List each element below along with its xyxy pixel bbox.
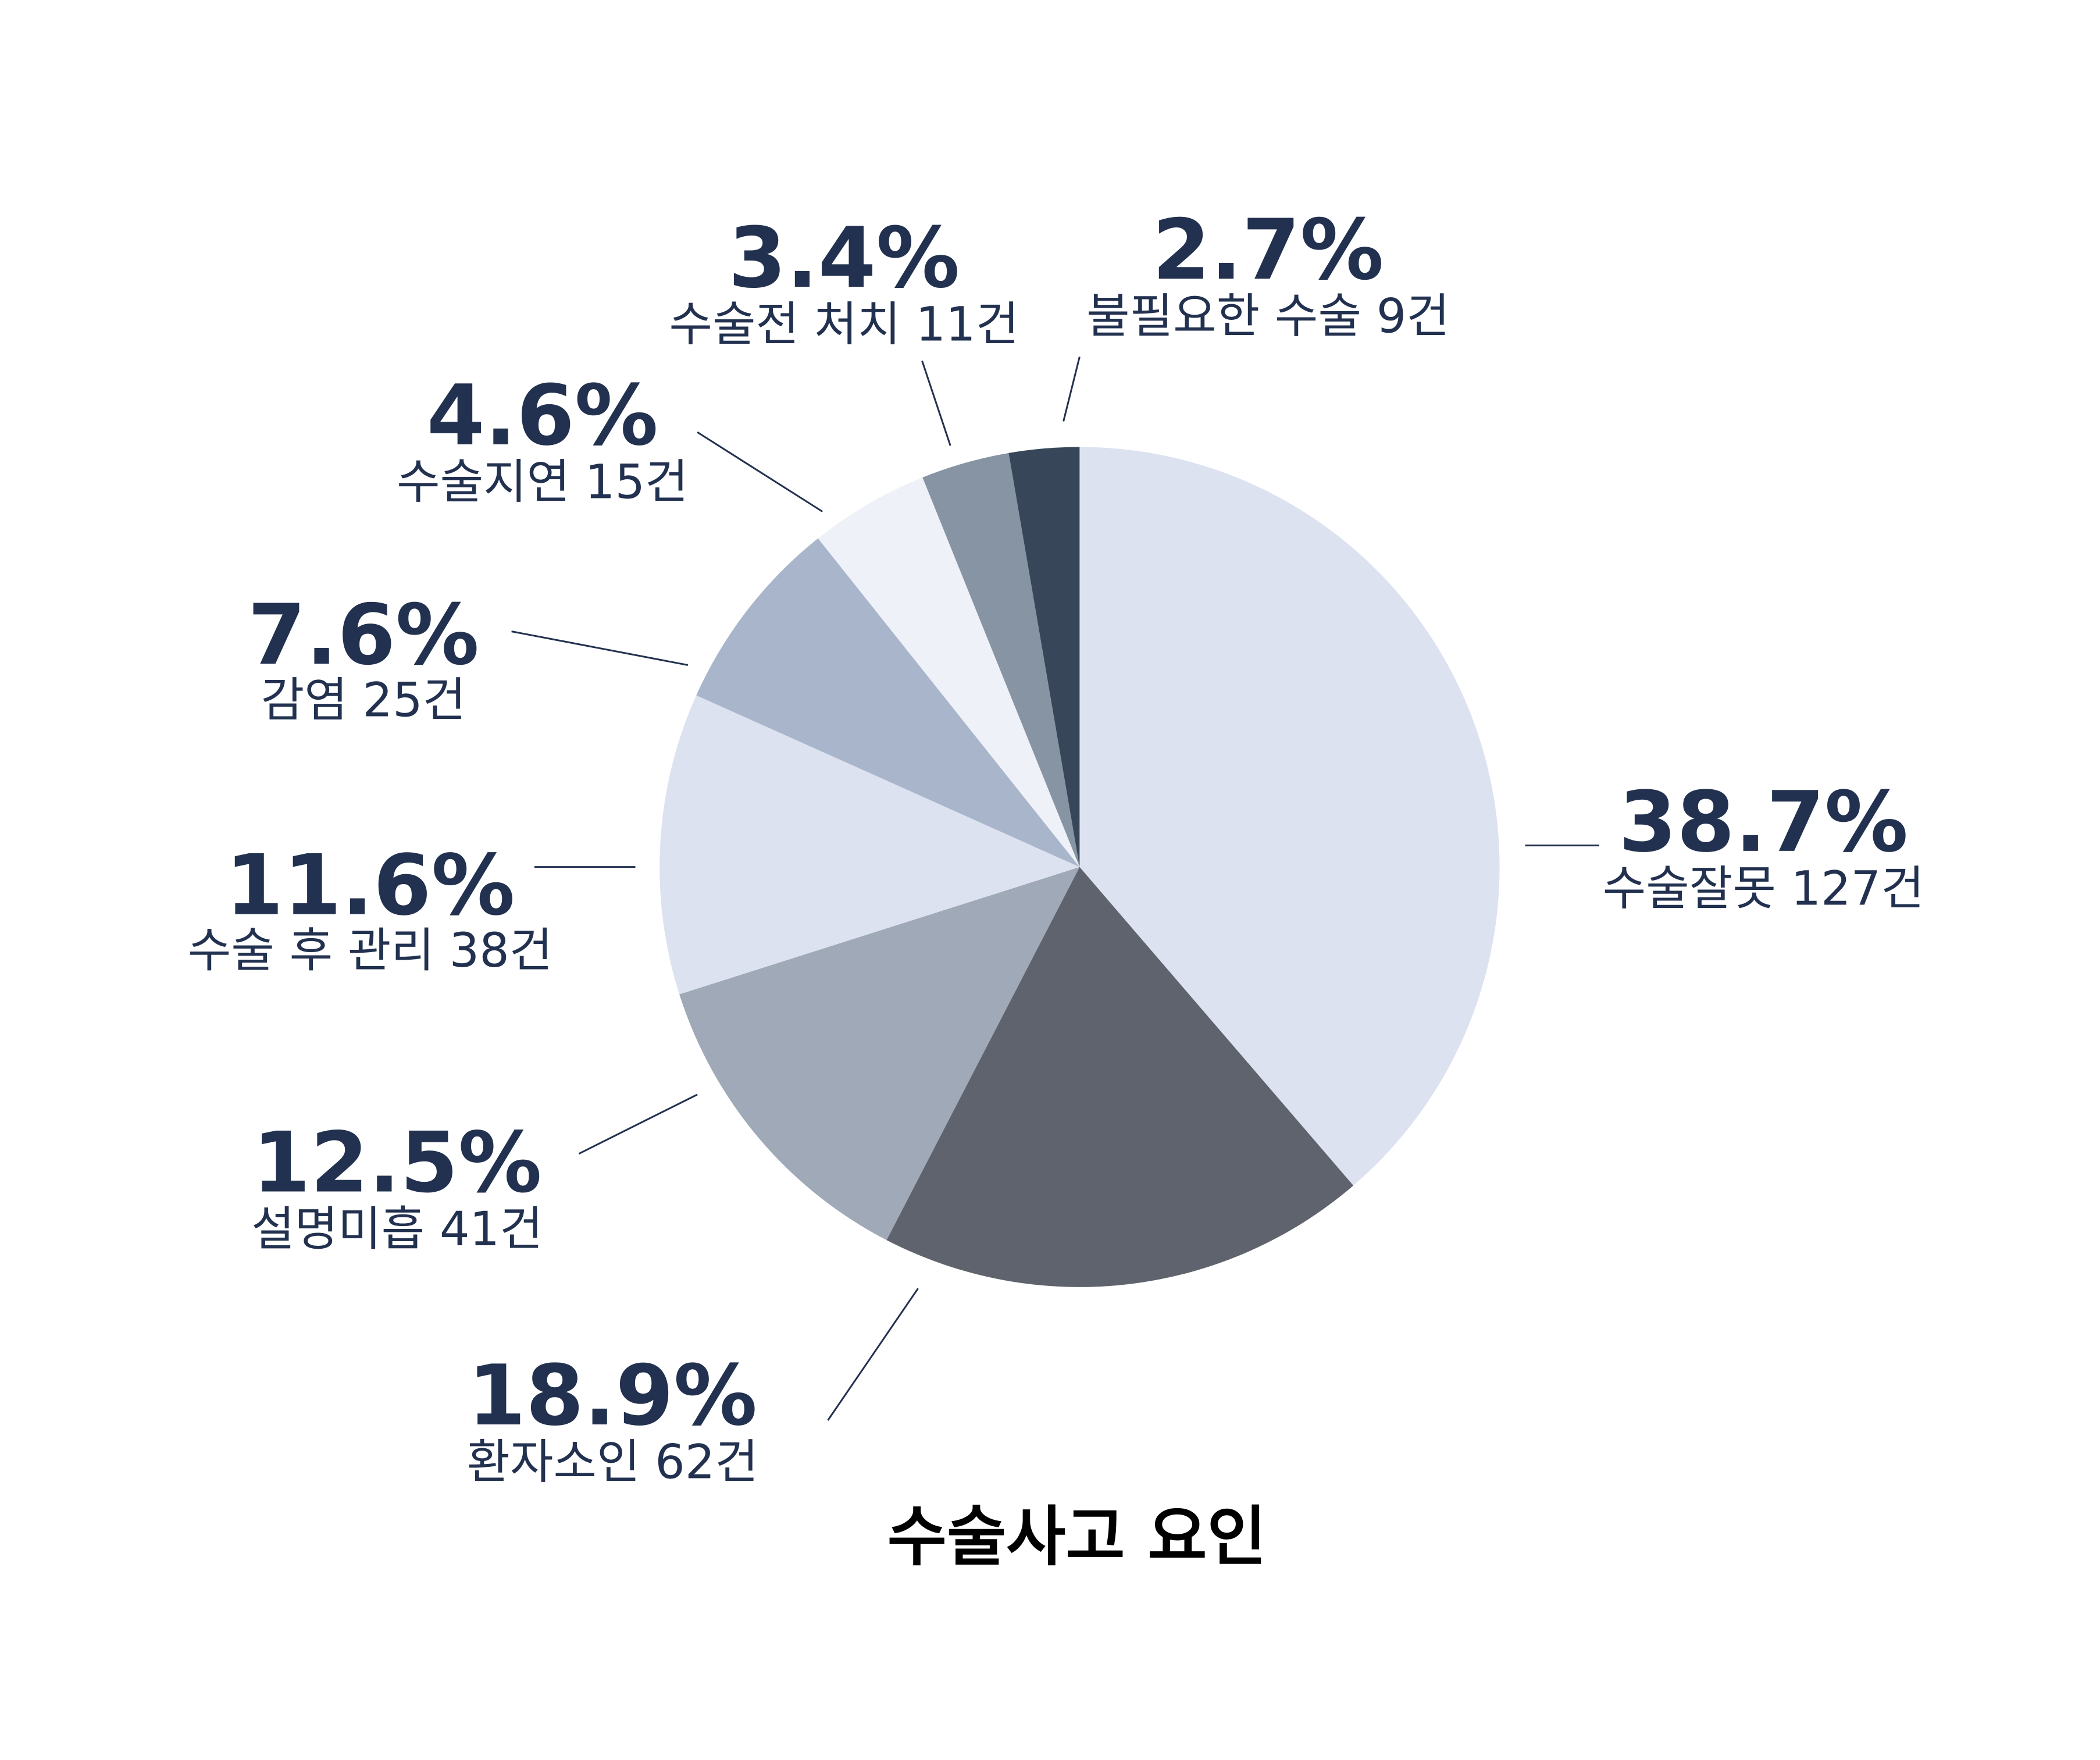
value-label: 4.6% [427,367,658,464]
pie-slice [679,867,1080,1241]
leader-line [827,1288,919,1421]
value-label: 12.5% [252,1114,542,1212]
category-label: 수술지연 15건 [397,455,688,510]
value-label: 11.6% [226,837,515,934]
chart-title: 수술사고 요인 [887,1499,1267,1574]
category-label: 감염 25건 [261,673,466,728]
pie-slice [1008,447,1080,867]
pie-slice [922,453,1080,867]
value-label: 2.7% [1152,201,1384,298]
pie-slice [1079,447,1500,1186]
value-label: 38.7% [1618,774,1908,871]
category-label: 설명미흡 41건 [251,1202,543,1257]
pie-slice [659,695,1080,995]
category-label: 수술 후 관리 38건 [188,924,552,978]
category-label: 수술전 처치 11건 [669,298,1019,352]
leader-line [921,360,951,446]
pie-slice [886,867,1354,1287]
value-label: 3.4% [728,209,960,307]
chart-body: 수술사고 요인 38.7%수술잘못 127건 18.9%환자소인 62건 12.5%… [188,201,1924,1574]
value-label: 7.6% [248,586,479,683]
category-label: 수술잘못 127건 [1603,861,1924,916]
leader-line [697,431,823,512]
leader-line [511,630,689,666]
pie-slice [818,477,1080,867]
value-label: 18.9% [468,1347,757,1444]
category-label: 환자소인 62건 [466,1435,758,1490]
leader-line [578,1093,698,1155]
category-label: 불필요한 수술 9건 [1086,290,1450,344]
leader-line [1063,357,1081,422]
pie-slice [696,538,1080,867]
